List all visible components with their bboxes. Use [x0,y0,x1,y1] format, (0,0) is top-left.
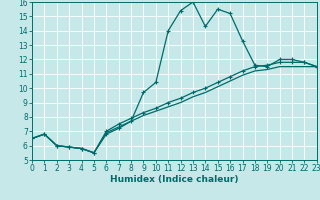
X-axis label: Humidex (Indice chaleur): Humidex (Indice chaleur) [110,175,239,184]
